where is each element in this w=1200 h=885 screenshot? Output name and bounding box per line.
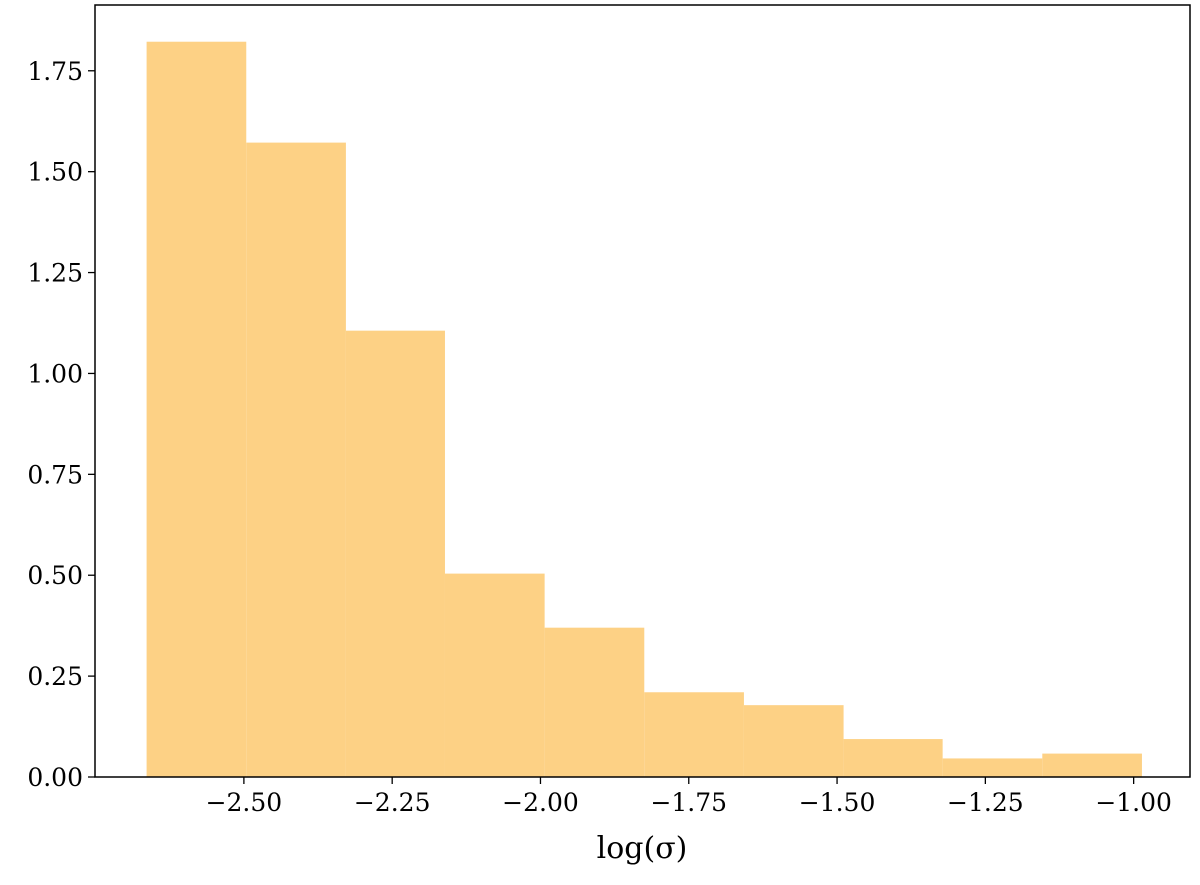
plot-frame [94,4,1191,778]
bar [743,705,844,777]
y-tick-label: 0.50 [27,561,83,590]
bars [146,41,1142,778]
x-tick-label: −2.25 [354,788,431,817]
bar [1042,753,1142,777]
y-tick-label: 1.75 [27,57,83,86]
y-tick-label: 1.00 [27,359,83,388]
x-tick-label: −2.00 [502,788,579,817]
bar [146,41,247,778]
x-tick-label: −1.25 [947,788,1024,817]
y-tick-label: 1.50 [27,158,83,187]
x-axis-label: log(σ) [597,831,688,866]
x-tick-label: −1.00 [1095,788,1172,817]
x-tick-label: −1.75 [650,788,727,817]
x-tick-label: −1.50 [799,788,876,817]
bar [444,573,545,777]
bar [644,692,744,777]
x-tick-label: −2.50 [206,788,283,817]
bar [843,739,943,777]
y-tick-label: 1.25 [27,259,83,288]
bar [942,758,1043,777]
y-tick-label: 0.00 [27,763,83,792]
bar [345,330,445,777]
y-tick-label: 0.25 [27,662,83,691]
bar [544,627,645,777]
y-tick-label: 0.75 [27,460,83,489]
bar [246,142,346,777]
